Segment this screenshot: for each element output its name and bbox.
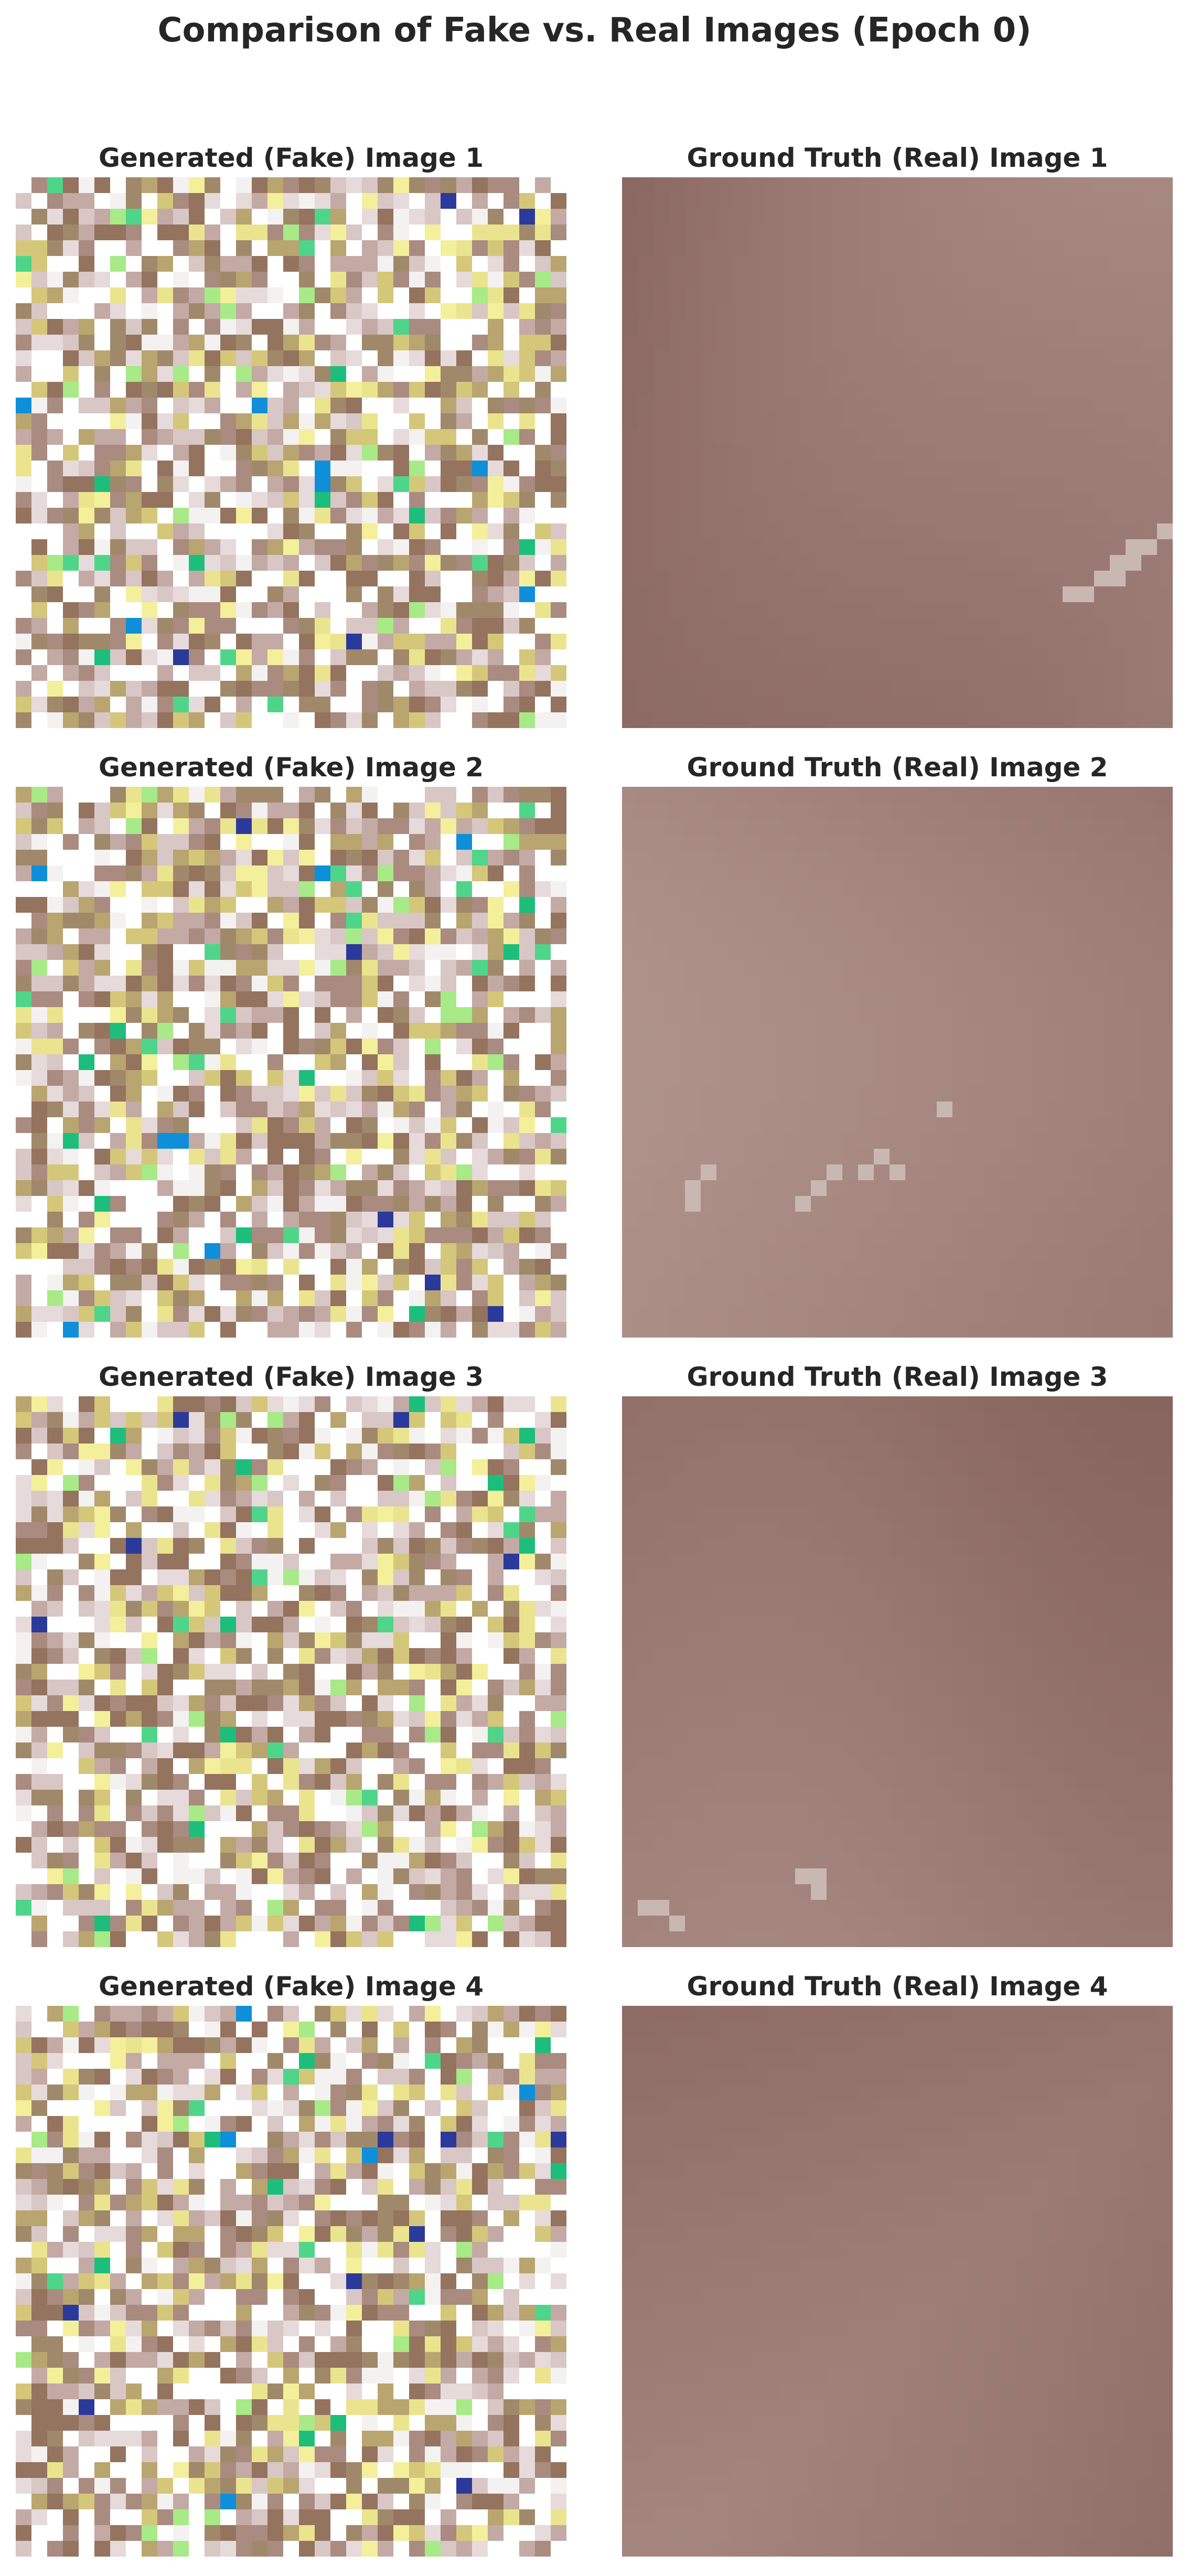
fake-image-4 xyxy=(16,2006,566,2557)
fake-image-title-4: Generated (Fake) Image 4 xyxy=(98,1971,484,2002)
real-image-title-1: Ground Truth (Real) Image 1 xyxy=(687,143,1108,173)
real-image-1 xyxy=(622,177,1173,728)
fake-image-title-3: Generated (Fake) Image 3 xyxy=(98,1362,484,1392)
real-image-3 xyxy=(622,1396,1173,1947)
fake-image-title-2: Generated (Fake) Image 2 xyxy=(98,752,484,783)
fake-image-1 xyxy=(16,177,566,728)
real-image-2 xyxy=(622,787,1173,1338)
fake-image-3 xyxy=(16,1396,566,1947)
real-image-title-4: Ground Truth (Real) Image 4 xyxy=(687,1971,1108,2002)
real-image-title-2: Ground Truth (Real) Image 2 xyxy=(687,752,1108,783)
real-image-4 xyxy=(622,2006,1173,2557)
real-image-title-3: Ground Truth (Real) Image 3 xyxy=(687,1362,1108,1392)
fake-image-title-1: Generated (Fake) Image 1 xyxy=(98,143,484,173)
figure-title: Comparison of Fake vs. Real Images (Epoc… xyxy=(157,11,1032,50)
fake-image-2 xyxy=(16,787,566,1338)
